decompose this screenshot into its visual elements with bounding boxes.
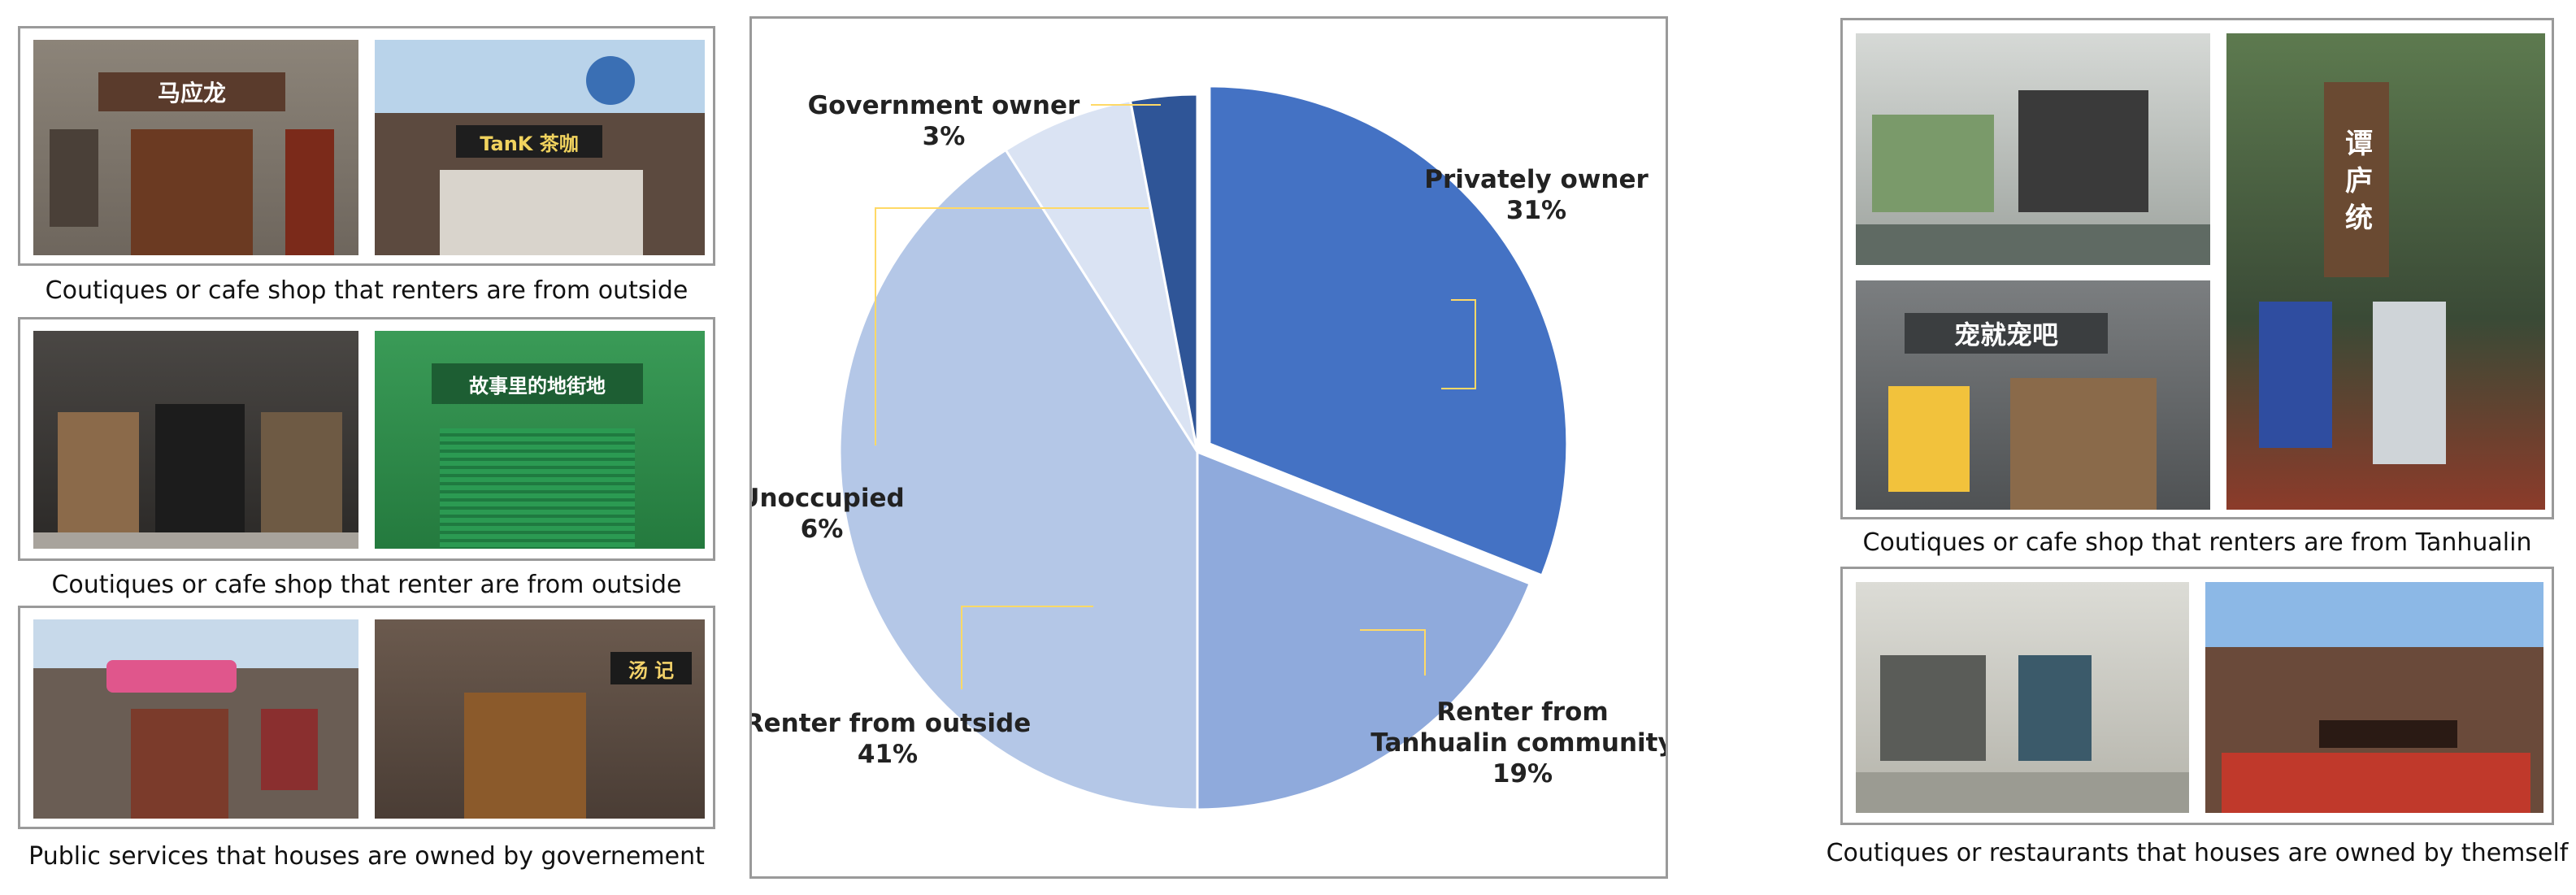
slice-value-label-1: 31% (1506, 196, 1566, 225)
slice-value-label-4: 6% (801, 515, 844, 544)
slice-category-label-3: Renter from outside (752, 709, 1031, 738)
slice-category-label-5: Government owner (808, 91, 1080, 120)
shop-sign: 汤 记 (610, 652, 692, 684)
photo-restaurant (2205, 582, 2543, 813)
photo-group-left-bottom: 汤 记 (18, 606, 715, 829)
slice-value-label-5: 3% (923, 122, 966, 151)
photo-modern-shop (1856, 582, 2189, 813)
shop-sign (2319, 720, 2457, 748)
photo-pink-shop (33, 619, 358, 819)
photo-white-shop (1856, 33, 2210, 265)
pie-slice-5 (1128, 93, 1199, 453)
photo-tanhualin-shop: 谭 庐 统 (2226, 33, 2545, 510)
slice-category-label-4: Unoccupied (752, 484, 905, 513)
shop-sign: 谭 庐 统 (2324, 82, 2389, 277)
photo-pet-shop: 宠就宠吧 (1856, 280, 2210, 510)
pie-slice-1 (1208, 85, 1569, 577)
caption-left-top: Coutiques or cafe shop that renters are … (45, 276, 689, 305)
shop-sign: 马应龙 (98, 72, 285, 111)
shop-sign (106, 660, 237, 693)
photo-ma-shop: 马应龙 (33, 40, 358, 255)
slice-category-label-2: Tanhualin community (1371, 728, 1666, 758)
photo-brick-shop: 汤 记 (375, 619, 705, 819)
leader-line-1 (1441, 299, 1476, 389)
pie-slice-3 (838, 148, 1199, 811)
slice-category-label-1: Privately owner (1424, 165, 1649, 194)
leader-line-4 (875, 207, 1149, 445)
caption-left-mid: Coutiques or cafe shop that renter are f… (51, 571, 682, 599)
photo-dark-shop (33, 331, 358, 549)
slice-value-label-2: 19% (1492, 759, 1553, 789)
pie-slice-4 (1004, 99, 1199, 453)
photo-group-right-top: 宠就宠吧 谭 庐 统 (1840, 18, 2554, 519)
leader-line-2 (1360, 629, 1426, 676)
shop-sign: 宠就宠吧 (1905, 313, 2108, 354)
pie-chart-frame: Privately owner 31% Renter from Tanhualin c… (749, 16, 1668, 879)
caption-right-bottom: Coutiques or restaurants that houses are… (1826, 839, 2569, 867)
photo-green-shop: 故事里的地街地 (375, 331, 705, 549)
slice-value-label-3: 41% (858, 740, 918, 769)
photo-group-left-mid: 故事里的地街地 (18, 317, 715, 561)
caption-left-bottom: Public services that houses are owned by… (28, 842, 705, 871)
shop-sign: TanK 茶咖 (456, 125, 602, 158)
shop-sign: 故事里的地街地 (432, 363, 643, 404)
caption-right-top: Coutiques or cafe shop that renters are … (1862, 528, 2532, 557)
photo-group-right-bottom (1840, 567, 2554, 825)
photo-group-left-top: 马应龙 TanK 茶咖 (18, 26, 715, 266)
photo-tank-shop: TanK 茶咖 (375, 40, 705, 255)
leader-line-3 (961, 606, 1093, 689)
slice-category-label-2: Renter from (1436, 697, 1608, 727)
